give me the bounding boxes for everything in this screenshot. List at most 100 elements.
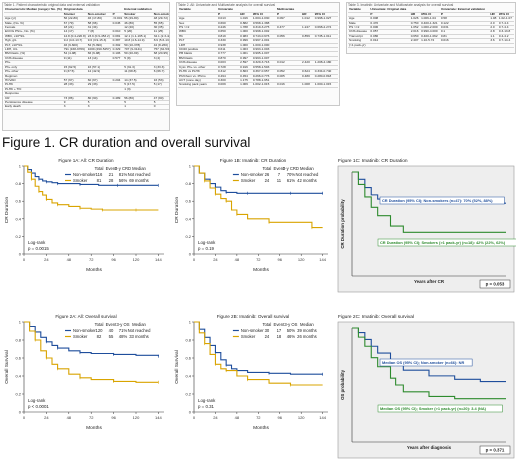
table-cell: 95% CI (497, 12, 514, 18)
table-cell (369, 43, 410, 49)
table-row: Hb 0.819 0.983 0.743-0.976 0.056 0.859 0.735-1… (178, 34, 338, 40)
x-tick-label: 72 (256, 415, 261, 420)
table-cell (348, 12, 370, 18)
table-3-caption: Table 3. Imatinib: Univariate and Multiv… (348, 3, 454, 7)
table-cell: CNS disease (348, 29, 370, 35)
table-cell (489, 8, 498, 13)
table-cell: 1.004-1.030 (251, 16, 276, 22)
table-cell: Transcript (348, 34, 370, 40)
x-tick-label: 24 (44, 257, 49, 262)
table-cell: ACT (none day) (178, 78, 217, 84)
table-row: (>1 pack-yr) (348, 43, 514, 49)
table-cell: 73 (86) (62, 96, 87, 101)
table-row: PLHK + TKI 1 (3) (4, 87, 169, 93)
table-cell (111, 91, 124, 97)
table-row: HCVAD 57 (67) 60 (67) 0.204 14 (37.5) 16 (53)… (4, 78, 169, 84)
table-cell (409, 43, 421, 49)
y-axis-label: OS probability (340, 369, 345, 400)
x-tick-label: 144 (319, 415, 326, 420)
table-cell: Multivariate (275, 8, 302, 13)
table-cell: 9.6 (3.9-15.3) (86, 38, 112, 44)
table-cell (275, 78, 302, 84)
legend-rate: 46% (287, 334, 296, 339)
x-axis-label: Months (253, 425, 269, 431)
table-row: Response (4, 91, 169, 97)
y-tick-label: 0.2 (185, 392, 191, 397)
table-cell: 0.400-1.321 (420, 21, 440, 27)
legend-rate: 70% (287, 172, 296, 177)
table-cell: 52 (5-390) (86, 43, 112, 49)
table-cell: PS >=2 (178, 25, 217, 31)
table-cell: 0.003 (216, 60, 240, 66)
legend-header: Event (274, 322, 286, 327)
y-tick-label: 0.4 (15, 374, 21, 379)
table-3: Table 3. Imatinib: Univariate and Multiv… (346, 2, 516, 54)
table-cell: 1.175 (239, 78, 252, 84)
x-tick-label: 72 (89, 415, 94, 420)
table-cell: 5 (20) (123, 29, 153, 35)
legend-total: 82 (97, 334, 102, 339)
table-cell: BM blasts (178, 56, 217, 62)
table-cell: 11 (68.8) (123, 69, 153, 75)
table-cell: 3 (86, 104, 112, 110)
table-cell: 5 (31.3) (123, 65, 153, 71)
table-row: ECOG PS1+, No. (%) 14 (17) 7 (8) 0.010 5 (20… (4, 29, 169, 35)
x-tick-label: 48 (67, 257, 72, 262)
table-cell: 0.993-1.007 (251, 56, 276, 62)
table-cell (275, 29, 302, 35)
table-cell: 0.097 (275, 16, 302, 22)
table-cell: 80 (90) (86, 96, 112, 101)
table-row: LDH, U/L 791 (168-9709) 1009 (290-5457) 0.3… (4, 47, 169, 53)
table-cell: 0.319-3.275 (251, 25, 276, 31)
table-cell: 0.016 (439, 38, 490, 44)
table-cell: 56 (80) (123, 96, 153, 101)
table-cell: 1009 (290-5457) (86, 47, 112, 53)
y-tick-label: 1 (19, 320, 22, 325)
table-cell: 0.329 (111, 47, 124, 53)
y-tick-label: 0.2 (15, 392, 21, 397)
table-cell: 0.122 (439, 21, 490, 27)
table-cell: 0.312 (216, 69, 240, 75)
table-cell: 0.056 (275, 34, 302, 40)
table-row: WBC, x10^9/L 12.8 (0.4-220.8) 23.9 (0.9-45… (4, 34, 169, 40)
legend-series-name: Smoker (241, 178, 256, 183)
table-cell: LDH (178, 43, 217, 49)
table-cell: Age (348, 16, 370, 22)
legend-event: 40 (109, 328, 114, 333)
legend-total: 120 (96, 328, 104, 333)
table-cell: 0.668-2.274 (313, 25, 338, 31)
table-cell (313, 78, 338, 84)
table-cell (301, 43, 314, 49)
table-cell (111, 100, 124, 106)
legend-rate: 61% (287, 178, 296, 183)
table-row: CD20 positive 0.611 1.003 0.993-1.003 (178, 47, 338, 53)
table-cell (275, 21, 302, 27)
table-cell: 0.008 (369, 16, 410, 22)
x-tick-label: 96 (278, 257, 283, 262)
legend-median: Not reached (295, 172, 318, 177)
annotation-smoker: Median OS (95% CI); Smoker (>1 pack-yr) … (380, 406, 487, 411)
panel-2b: Figure 2B: Imatinib: Overall survival 0 0.… (172, 312, 334, 432)
table-cell: Male, (No. %) (4, 21, 63, 27)
table-cell (409, 8, 421, 13)
table-cell: 0.494 (216, 74, 240, 79)
table-row: Transcript 0.086 0.650 0.400-1.062 0.81 1.1 0.… (348, 34, 514, 40)
y-tick-label: 1 (189, 164, 192, 169)
legend-median: 33 months (129, 334, 149, 339)
table-cell (152, 87, 169, 93)
y-axis-label: CR Duration probability (340, 199, 345, 249)
table-cell: Smoking (348, 38, 370, 44)
table-cell (111, 74, 124, 79)
x-tick-label: 0 (193, 257, 196, 262)
x-tick-label: 144 (155, 415, 162, 420)
table-cell: Smoking pack years (178, 82, 217, 88)
table-row: Sex 0.660 0.882 0.568-1.388 (178, 21, 338, 27)
table-cell: 0.012 (275, 60, 302, 66)
table-cell: 95% CI (313, 12, 338, 18)
table-cell: 0.266-0.776 (251, 74, 276, 79)
plot-background (337, 165, 515, 293)
table-cell: 50 (20-99) (123, 51, 153, 57)
table-row: CNS disease 9 (11) 13 (14) 0.577 5 (9) 3 (4) (4, 56, 169, 62)
table-cell: WBC, x10^9/L (4, 34, 63, 40)
x-tick-label: 96 (111, 415, 116, 420)
